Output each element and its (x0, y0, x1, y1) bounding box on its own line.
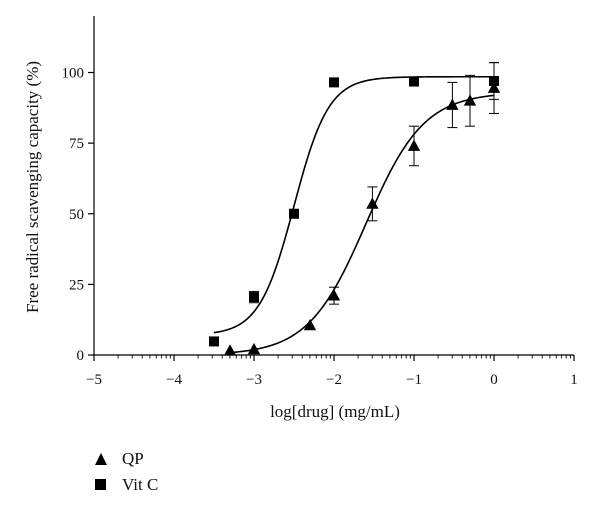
x-tick-label: −1 (406, 372, 422, 388)
legend-label-vitc: Vit C (122, 475, 159, 494)
data-point-vit-c (329, 77, 339, 88)
fit-curve-qp (229, 94, 495, 354)
legend: QP Vit C (94, 446, 158, 498)
y-tick-label: 0 (77, 348, 85, 364)
x-tick-label: −3 (246, 372, 262, 388)
data-point-qp (223, 344, 237, 356)
data-point-qp (247, 342, 261, 355)
data-point-qp (366, 197, 379, 209)
x-tick-label: −4 (166, 372, 182, 388)
y-tick-label: 25 (69, 277, 84, 293)
legend-label-qp: QP (122, 449, 144, 468)
y-tick-label: 75 (69, 136, 84, 152)
data-point-vit-c (289, 208, 299, 219)
legend-item-vitc: Vit C (94, 472, 158, 498)
triangle-marker-icon (94, 452, 122, 466)
fit-curve-vit-c (213, 75, 494, 334)
data-point-qp (407, 139, 421, 151)
data-point-qp (487, 81, 501, 93)
y-tick-label: 50 (69, 207, 84, 223)
x-tick-label: 1 (570, 372, 578, 388)
data-point-qp (303, 318, 317, 331)
data-point-vit-c (249, 292, 259, 303)
data-point-qp (446, 98, 459, 110)
data-markers (209, 75, 501, 356)
data-point-vit-c (489, 75, 499, 86)
square-marker-icon (94, 478, 122, 492)
data-point-qp (463, 94, 477, 106)
data-point-qp (327, 289, 341, 301)
x-tick-label: −5 (86, 372, 102, 388)
x-tick-label: −2 (326, 372, 342, 388)
axes (88, 16, 575, 361)
data-point-vit-c (409, 76, 419, 87)
chart: 0 25 50 75 100 −5 −4 −3 −2 −1 0 1 log[drug] (mg/mL)… (23, 16, 578, 421)
x-tick-label: 0 (490, 372, 498, 388)
data-point-vit-c (209, 336, 219, 347)
tick-labels: 0 25 50 75 100 −5 −4 −3 −2 −1 0 1 (62, 66, 578, 389)
legend-item-qp: QP (94, 446, 158, 472)
error-bars (249, 62, 499, 305)
y-tick-label: 100 (62, 66, 85, 82)
y-axis-label: Free radical scavenging capacity (%) (23, 61, 42, 313)
x-axis-label: log[drug] (mg/mL) (270, 402, 400, 421)
